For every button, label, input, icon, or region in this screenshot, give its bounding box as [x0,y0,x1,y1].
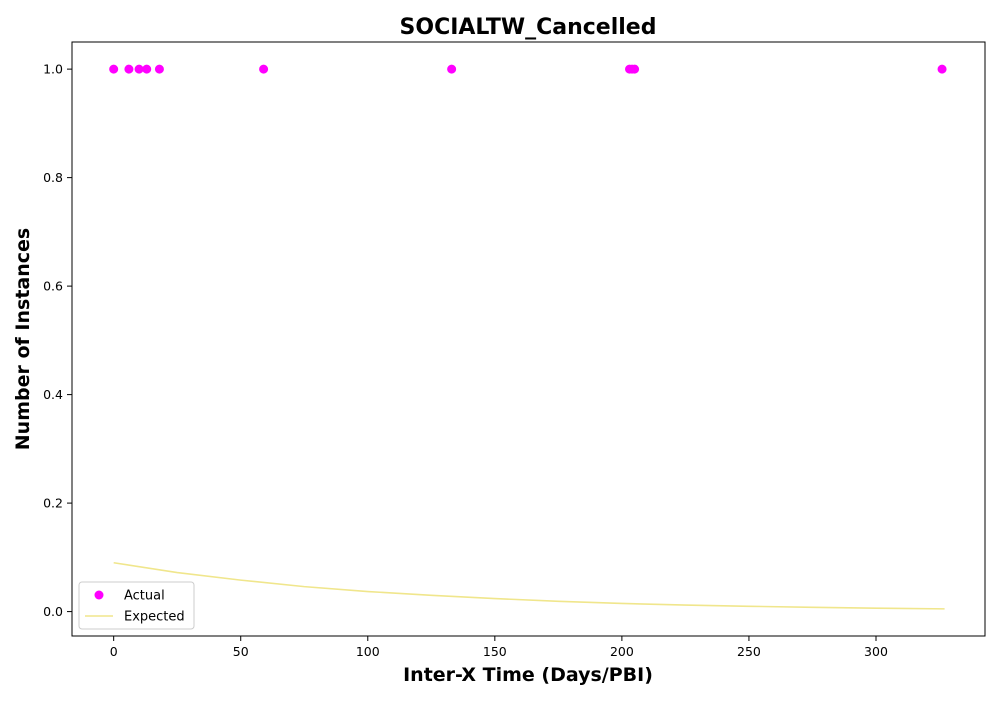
legend-label: Actual [124,589,165,604]
x-tick-label: 300 [864,644,888,659]
x-tick-label: 200 [610,644,634,659]
actual-point [447,64,457,74]
actual-point [630,64,640,74]
actual-point [124,64,134,74]
legend: Actual Expected [78,581,195,630]
actual-point [259,64,269,74]
y-tick-label: 0.8 [43,170,63,185]
y-axis-label: Number of Instances [12,228,34,450]
y-tick-label: 0.6 [43,279,63,294]
actual-point [154,64,164,74]
plot-area: 0 50 100 150 200 250 300 0.0 0.2 0.4 0.6 0.8 1.0 Actu… [43,41,986,659]
actual-point [142,64,152,74]
legend-box [78,581,195,630]
x-tick-label: 0 [110,644,118,659]
y-tick-label: 1.0 [43,62,63,77]
axes-frame [71,41,986,637]
x-axis-label: Inter-X Time (Days/PBI) [403,664,653,686]
legend-marker-actual [94,590,104,600]
y-tick-label: 0.4 [43,387,63,402]
actual-point [109,64,119,74]
expected-line [113,561,945,610]
x-tick-label: 50 [233,644,249,659]
legend-label: Expected [124,610,185,625]
x-tick-label: 100 [356,644,380,659]
actual-point [134,64,144,74]
y-tick-label: 0.2 [43,496,63,511]
chart-title: SOCIALTW_Cancelled [400,15,657,40]
x-tick-label: 250 [737,644,761,659]
actual-point [937,64,947,74]
y-tick-label: 0.0 [43,604,63,619]
x-tick-label: 150 [483,644,507,659]
